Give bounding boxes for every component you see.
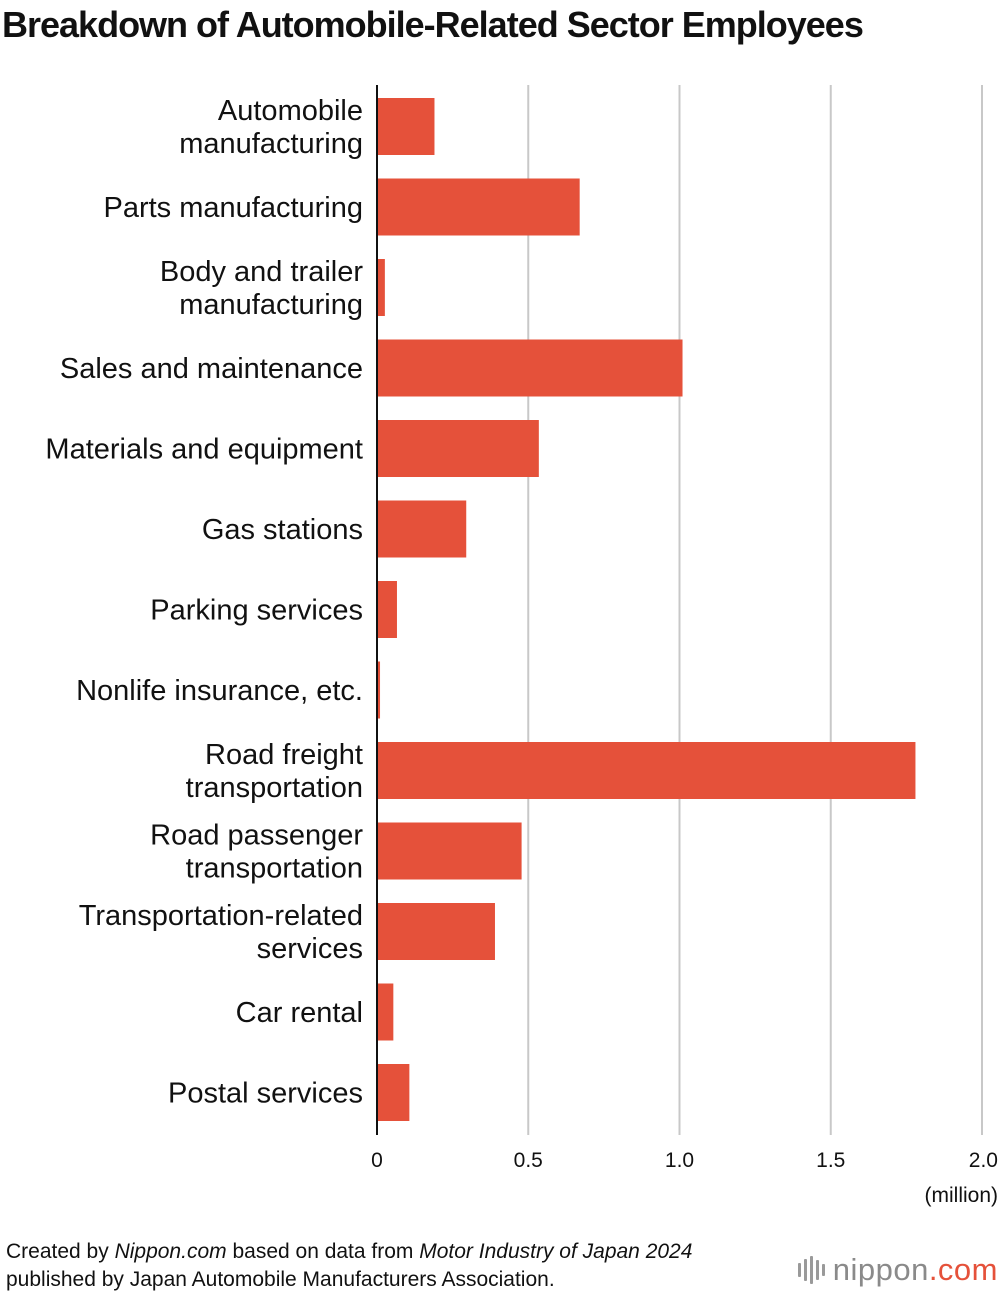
- category-label-line: Parts manufacturing: [103, 192, 363, 224]
- category-label: Transportation-related services: [79, 900, 363, 965]
- bar: [377, 98, 435, 155]
- category-label: Nonlife insurance, etc.: [76, 675, 363, 707]
- bar: [377, 259, 385, 316]
- category-label: Postal services: [168, 1078, 363, 1110]
- category-label: Materials and equipment: [45, 434, 363, 466]
- x-tick-label: 1.0: [665, 1149, 694, 1172]
- category-label: Sales and maintenance: [60, 353, 363, 385]
- category-label-line: manufacturing: [179, 128, 363, 160]
- bar: [377, 1064, 410, 1121]
- x-tick-label: 2.0: [969, 1149, 998, 1172]
- category-label-line: Transportation-related: [79, 900, 363, 932]
- x-tick-label: 0: [371, 1149, 383, 1172]
- source-publication: Motor Industry of Japan 2024: [419, 1240, 693, 1263]
- category-label: Parking services: [150, 595, 363, 627]
- logo-suffix: .com: [928, 1252, 998, 1287]
- category-label-line: transportation: [186, 772, 363, 804]
- category-label-line: Sales and maintenance: [60, 353, 363, 385]
- bar: [377, 983, 394, 1041]
- category-label: Body and trailer manufacturing: [160, 256, 363, 321]
- category-label-line: Gas stations: [202, 514, 363, 546]
- category-label-line: Materials and equipment: [45, 434, 363, 466]
- source-suffix: published by Japan Automobile Manufactur…: [6, 1268, 555, 1291]
- category-label-line: manufacturing: [179, 289, 363, 321]
- category-label-line: Parking services: [150, 595, 363, 627]
- bar: [377, 178, 580, 236]
- x-tick-labels: 0 0.5 1.0 1.5 2.0: [371, 1149, 998, 1172]
- bar: [377, 903, 495, 960]
- nippon-logo: nippon.com: [797, 1252, 998, 1288]
- sound-bars-icon: [797, 1256, 825, 1284]
- logo-wordmark: nippon.com: [833, 1252, 998, 1288]
- category-label-line: Automobile: [218, 95, 363, 127]
- bar: [377, 420, 539, 477]
- chart-title: Breakdown of Automobile-Related Sector E…: [2, 4, 864, 45]
- category-label-line: services: [257, 933, 363, 965]
- category-label-line: Car rental: [236, 997, 363, 1029]
- bar: [377, 822, 522, 880]
- x-tick-label: 0.5: [514, 1149, 543, 1172]
- category-label-line: Body and trailer: [160, 256, 363, 288]
- bars: [377, 98, 916, 1121]
- category-label: Gas stations: [202, 514, 363, 546]
- category-label-line: Road passenger: [150, 820, 363, 852]
- category-label-line: Postal services: [168, 1078, 363, 1110]
- category-label: Automobile manufacturing: [179, 95, 363, 160]
- logo-name: nippon: [832, 1252, 929, 1287]
- bar: [377, 339, 683, 397]
- bar: [377, 581, 397, 638]
- source-middle: based on data from: [226, 1240, 420, 1263]
- category-label-line: transportation: [186, 853, 363, 885]
- bar: [377, 661, 381, 719]
- grid-lines: [527, 85, 983, 1135]
- category-label: Road freight transportation: [186, 739, 363, 804]
- source-prefix: Created by: [6, 1240, 115, 1263]
- bar: [377, 500, 467, 558]
- source-site: Nippon.com: [114, 1240, 227, 1263]
- bar: [377, 742, 916, 799]
- x-tick-label: 1.5: [816, 1149, 845, 1172]
- category-label: Parts manufacturing: [103, 192, 363, 224]
- category-label-line: Road freight: [205, 739, 363, 771]
- category-label-line: Nonlife insurance, etc.: [76, 675, 363, 707]
- x-axis-unit-label: (million): [925, 1184, 999, 1207]
- source-note: Created by Nippon.com based on data from…: [6, 1238, 786, 1294]
- category-label: Car rental: [236, 997, 363, 1029]
- category-label: Road passenger transportation: [150, 820, 363, 885]
